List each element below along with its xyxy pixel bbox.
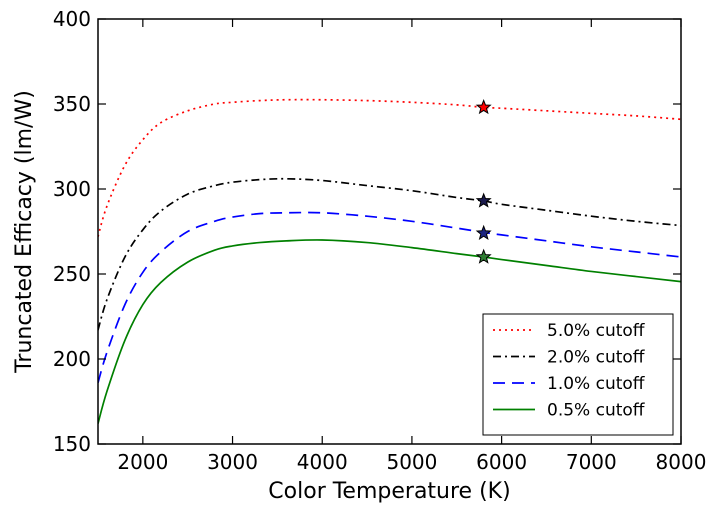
series-layer: [98, 98, 681, 424]
x-tick-label-4: 6000: [476, 450, 527, 474]
y-tick-label-5: 400: [53, 7, 91, 31]
x-tick-label-6: 8000: [656, 450, 707, 474]
y-tick-label-3: 300: [53, 177, 91, 201]
legend-box: [482, 313, 674, 436]
tick-layer: 2000 3000 4000 5000 6000 7000 8000 150 200 250 300…: [53, 7, 707, 474]
series-line-3: [98, 239, 681, 424]
x-tick-label-1: 3000: [207, 450, 258, 474]
x-tick-label-5: 7000: [566, 450, 617, 474]
x-axis-label: Color Temperature (K): [268, 479, 510, 504]
star-marker-1: [475, 192, 492, 208]
legend-label-1: 2.0% cutoff: [547, 348, 646, 368]
series-line-1: [98, 177, 681, 331]
y-tick-label-2: 250: [53, 262, 91, 286]
legend: 5.0% cutoff 2.0% cutoff 1.0% cutoff 0.5% cu…: [482, 313, 674, 436]
y-tick-label-1: 200: [53, 347, 91, 371]
plot-frame: [97, 18, 682, 445]
legend-label-3: 0.5% cutoff: [547, 401, 646, 421]
star-marker-0: [475, 99, 492, 115]
legend-label-2: 1.0% cutoff: [547, 374, 646, 394]
x-tick-label-0: 2000: [117, 450, 168, 474]
series-line-2: [98, 211, 681, 384]
series-line-0: [98, 98, 681, 237]
marker-layer: [475, 99, 492, 264]
y-axis-label: Truncated Efficacy (lm/W): [12, 90, 37, 374]
star-marker-2: [475, 224, 492, 240]
star-marker-3: [475, 248, 492, 264]
legend-label-0: 5.0% cutoff: [547, 321, 646, 341]
x-tick-label-3: 5000: [386, 450, 437, 474]
x-tick-label-2: 4000: [297, 450, 348, 474]
y-tick-label-0: 150: [53, 432, 91, 456]
y-tick-label-4: 350: [53, 92, 91, 116]
